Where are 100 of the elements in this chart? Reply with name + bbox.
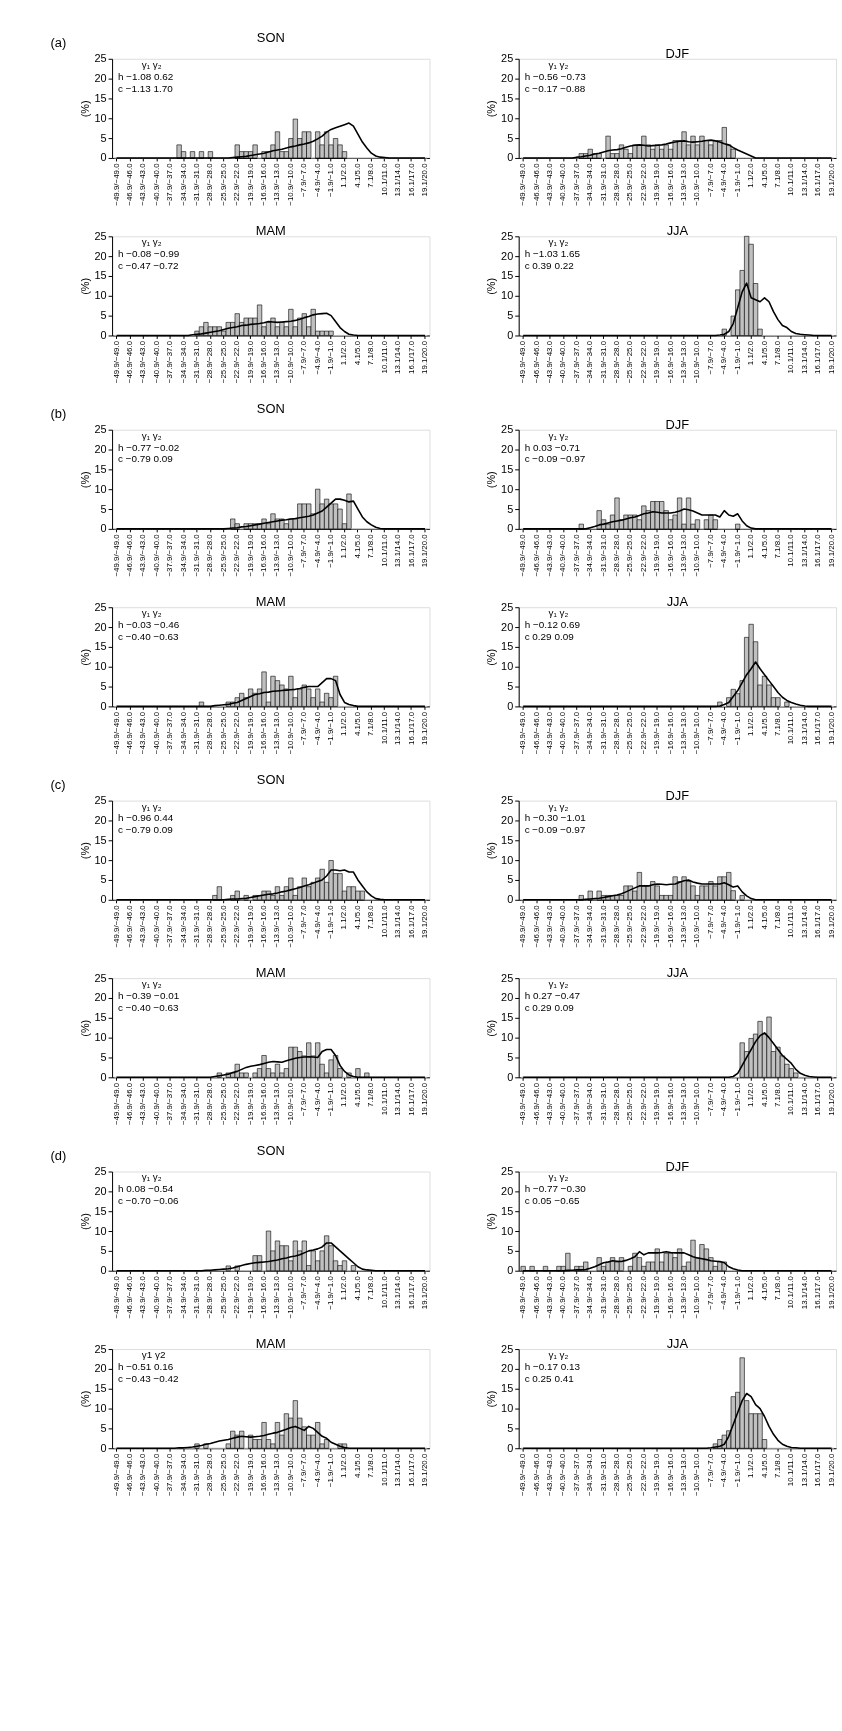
y-axis-title: (%)	[78, 1213, 91, 1231]
x-tick-label: −46.9/−46.0	[124, 533, 134, 577]
y-axis-title: (%)	[485, 471, 498, 489]
x-tick-label: 1.1/2.0	[339, 711, 349, 737]
x-tick-label: −40.9/−40.0	[558, 1275, 568, 1319]
x-tick-label: −16.9/−16.0	[259, 340, 269, 384]
x-tick-label: −19.9/−19.0	[245, 340, 255, 384]
x-tick-label: 1.1/2.0	[746, 533, 756, 559]
x-tick-label: 4.1/5.0	[352, 711, 362, 737]
x-tick-label: 1.1/2.0	[746, 904, 756, 930]
x-tick-label: −1.9/−1.0	[326, 340, 336, 375]
x-tick-label: −40.9/−40.0	[558, 162, 568, 206]
x-tick-label: −10.9/−10.0	[692, 1082, 702, 1126]
y-tick-label: 0	[507, 328, 514, 341]
x-tick-label: 1.1/2.0	[746, 162, 756, 188]
x-tick-label: −22.9/−22.0	[232, 340, 242, 384]
x-tick-label: −37.9/−37.0	[165, 1453, 175, 1496]
y-axis-title: (%)	[485, 1019, 498, 1037]
x-tick-label: −31.9/−31.0	[598, 711, 608, 755]
x-tick-label: −34.9/−34.0	[178, 340, 188, 384]
annotation: c 0.29 0.09	[524, 1001, 575, 1013]
x-tick-label: −40.9/−40.0	[151, 340, 161, 384]
x-tick-label: −13.9/−13.0	[679, 162, 689, 206]
x-tick-label: −10.9/−10.0	[285, 1453, 295, 1496]
chart-title: DJF	[665, 787, 690, 803]
annotation: γ₁ γ₂	[141, 1171, 162, 1183]
x-tick-label: −1.9/−1.0	[326, 162, 336, 197]
x-tick-label: 1.1/2.0	[339, 1082, 349, 1107]
y-tick-label: 0	[507, 1264, 514, 1277]
x-tick-label: −34.9/−34.0	[178, 1082, 188, 1126]
x-tick-label: 16.1/17.0	[813, 162, 823, 197]
x-tick-label: −1.9/−1.0	[732, 904, 742, 939]
x-tick-label: −22.9/−22.0	[232, 533, 242, 577]
y-tick-label: 0	[100, 1441, 107, 1454]
x-tick-label: −28.9/−28.0	[612, 1275, 622, 1319]
annotation: γ1 γ2	[141, 1348, 166, 1360]
x-tick-label: −31.9/−31.0	[191, 904, 201, 948]
x-tick-label: −25.9/−25.0	[218, 904, 228, 948]
x-tick-label: 7.1/8.0	[366, 1082, 376, 1107]
x-tick-label: −34.9/−34.0	[585, 1453, 595, 1496]
x-tick-label: 10.1/11.0	[786, 1453, 796, 1487]
x-tick-label: −10.9/−10.0	[692, 1275, 702, 1319]
x-tick-label: 7.1/8.0	[772, 340, 782, 366]
annotation: h −0.77 −0.30	[524, 1183, 587, 1195]
x-tick-label: −28.9/−28.0	[612, 162, 622, 206]
y-tick-label: 0	[100, 699, 107, 712]
x-tick-label: −40.9/−40.0	[151, 533, 161, 577]
y-tick-label: 15	[94, 269, 107, 282]
x-tick-label: 7.1/8.0	[772, 1453, 782, 1478]
x-tick-label: −19.9/−19.0	[652, 1453, 662, 1496]
x-tick-label: −10.9/−10.0	[692, 162, 702, 206]
x-tick-label: −7.9/−7.0	[705, 1275, 715, 1310]
x-tick-label: 7.1/8.0	[366, 904, 376, 930]
chart-title: DJF	[665, 45, 690, 61]
annotation: h −0.17 0.13	[524, 1360, 581, 1372]
x-tick-label: −49.9/−49.0	[111, 1453, 121, 1496]
y-tick-label: 10	[94, 1402, 107, 1415]
x-tick-label: −1.9/−1.0	[732, 1082, 742, 1117]
x-tick-label: −1.9/−1.0	[326, 904, 336, 939]
x-tick-label: 7.1/8.0	[366, 533, 376, 559]
annotation: γ₁ γ₂	[548, 800, 569, 812]
annotation: h −0.51 0.16	[118, 1360, 174, 1372]
x-tick-label: −7.9/−7.0	[299, 1082, 309, 1117]
x-tick-label: 16.1/17.0	[406, 1082, 416, 1116]
x-tick-label: 1.1/2.0	[746, 1453, 756, 1478]
x-tick-label: −46.9/−46.0	[531, 904, 541, 948]
x-tick-label: 19.1/20.0	[826, 340, 836, 374]
x-tick-label: 1.1/2.0	[746, 711, 756, 737]
x-tick-label: −1.9/−1.0	[732, 340, 742, 375]
annotation: c −0.70 −0.06	[118, 1195, 180, 1207]
x-tick-label: −43.9/−43.0	[544, 533, 554, 577]
x-tick-label: −37.9/−37.0	[571, 904, 581, 948]
annotation: γ₁ γ₂	[548, 1171, 569, 1183]
x-tick-label: 16.1/17.0	[406, 711, 416, 745]
y-axis-title: (%)	[485, 100, 498, 118]
y-tick-label: 10	[501, 660, 514, 673]
y-tick-label: 15	[94, 91, 107, 104]
x-tick-label: −37.9/−37.0	[165, 340, 175, 384]
x-tick-label: −37.9/−37.0	[571, 711, 581, 755]
y-axis-title: (%)	[78, 1019, 91, 1037]
annotation: c −0.47 −0.72	[118, 260, 180, 272]
x-tick-label: 1.1/2.0	[339, 533, 349, 559]
x-tick-label: 13.1/14.0	[799, 340, 809, 374]
x-tick-label: 13.1/14.0	[799, 1082, 809, 1116]
x-tick-label: 4.1/5.0	[352, 1453, 362, 1478]
x-tick-label: −49.9/−49.0	[111, 533, 121, 577]
annotation: γ₁ γ₂	[141, 607, 162, 619]
x-tick-label: −28.9/−28.0	[612, 904, 622, 948]
annotation: c 0.05 −0.65	[524, 1195, 580, 1207]
x-tick-label: −28.9/−28.0	[612, 711, 622, 755]
x-tick-label: 10.1/11.0	[786, 711, 796, 745]
annotation: γ₁ γ₂	[548, 978, 569, 990]
x-tick-label: −28.9/−28.0	[205, 340, 215, 384]
x-tick-label: −19.9/−19.0	[652, 711, 662, 755]
x-tick-label: −7.9/−7.0	[705, 711, 715, 746]
x-tick-label: −10.9/−10.0	[285, 533, 295, 577]
x-tick-label: 7.1/8.0	[366, 162, 376, 188]
x-tick-label: −46.9/−46.0	[531, 711, 541, 755]
x-tick-label: −25.9/−25.0	[625, 1275, 635, 1319]
x-tick-label: −1.9/−1.0	[732, 1453, 742, 1488]
